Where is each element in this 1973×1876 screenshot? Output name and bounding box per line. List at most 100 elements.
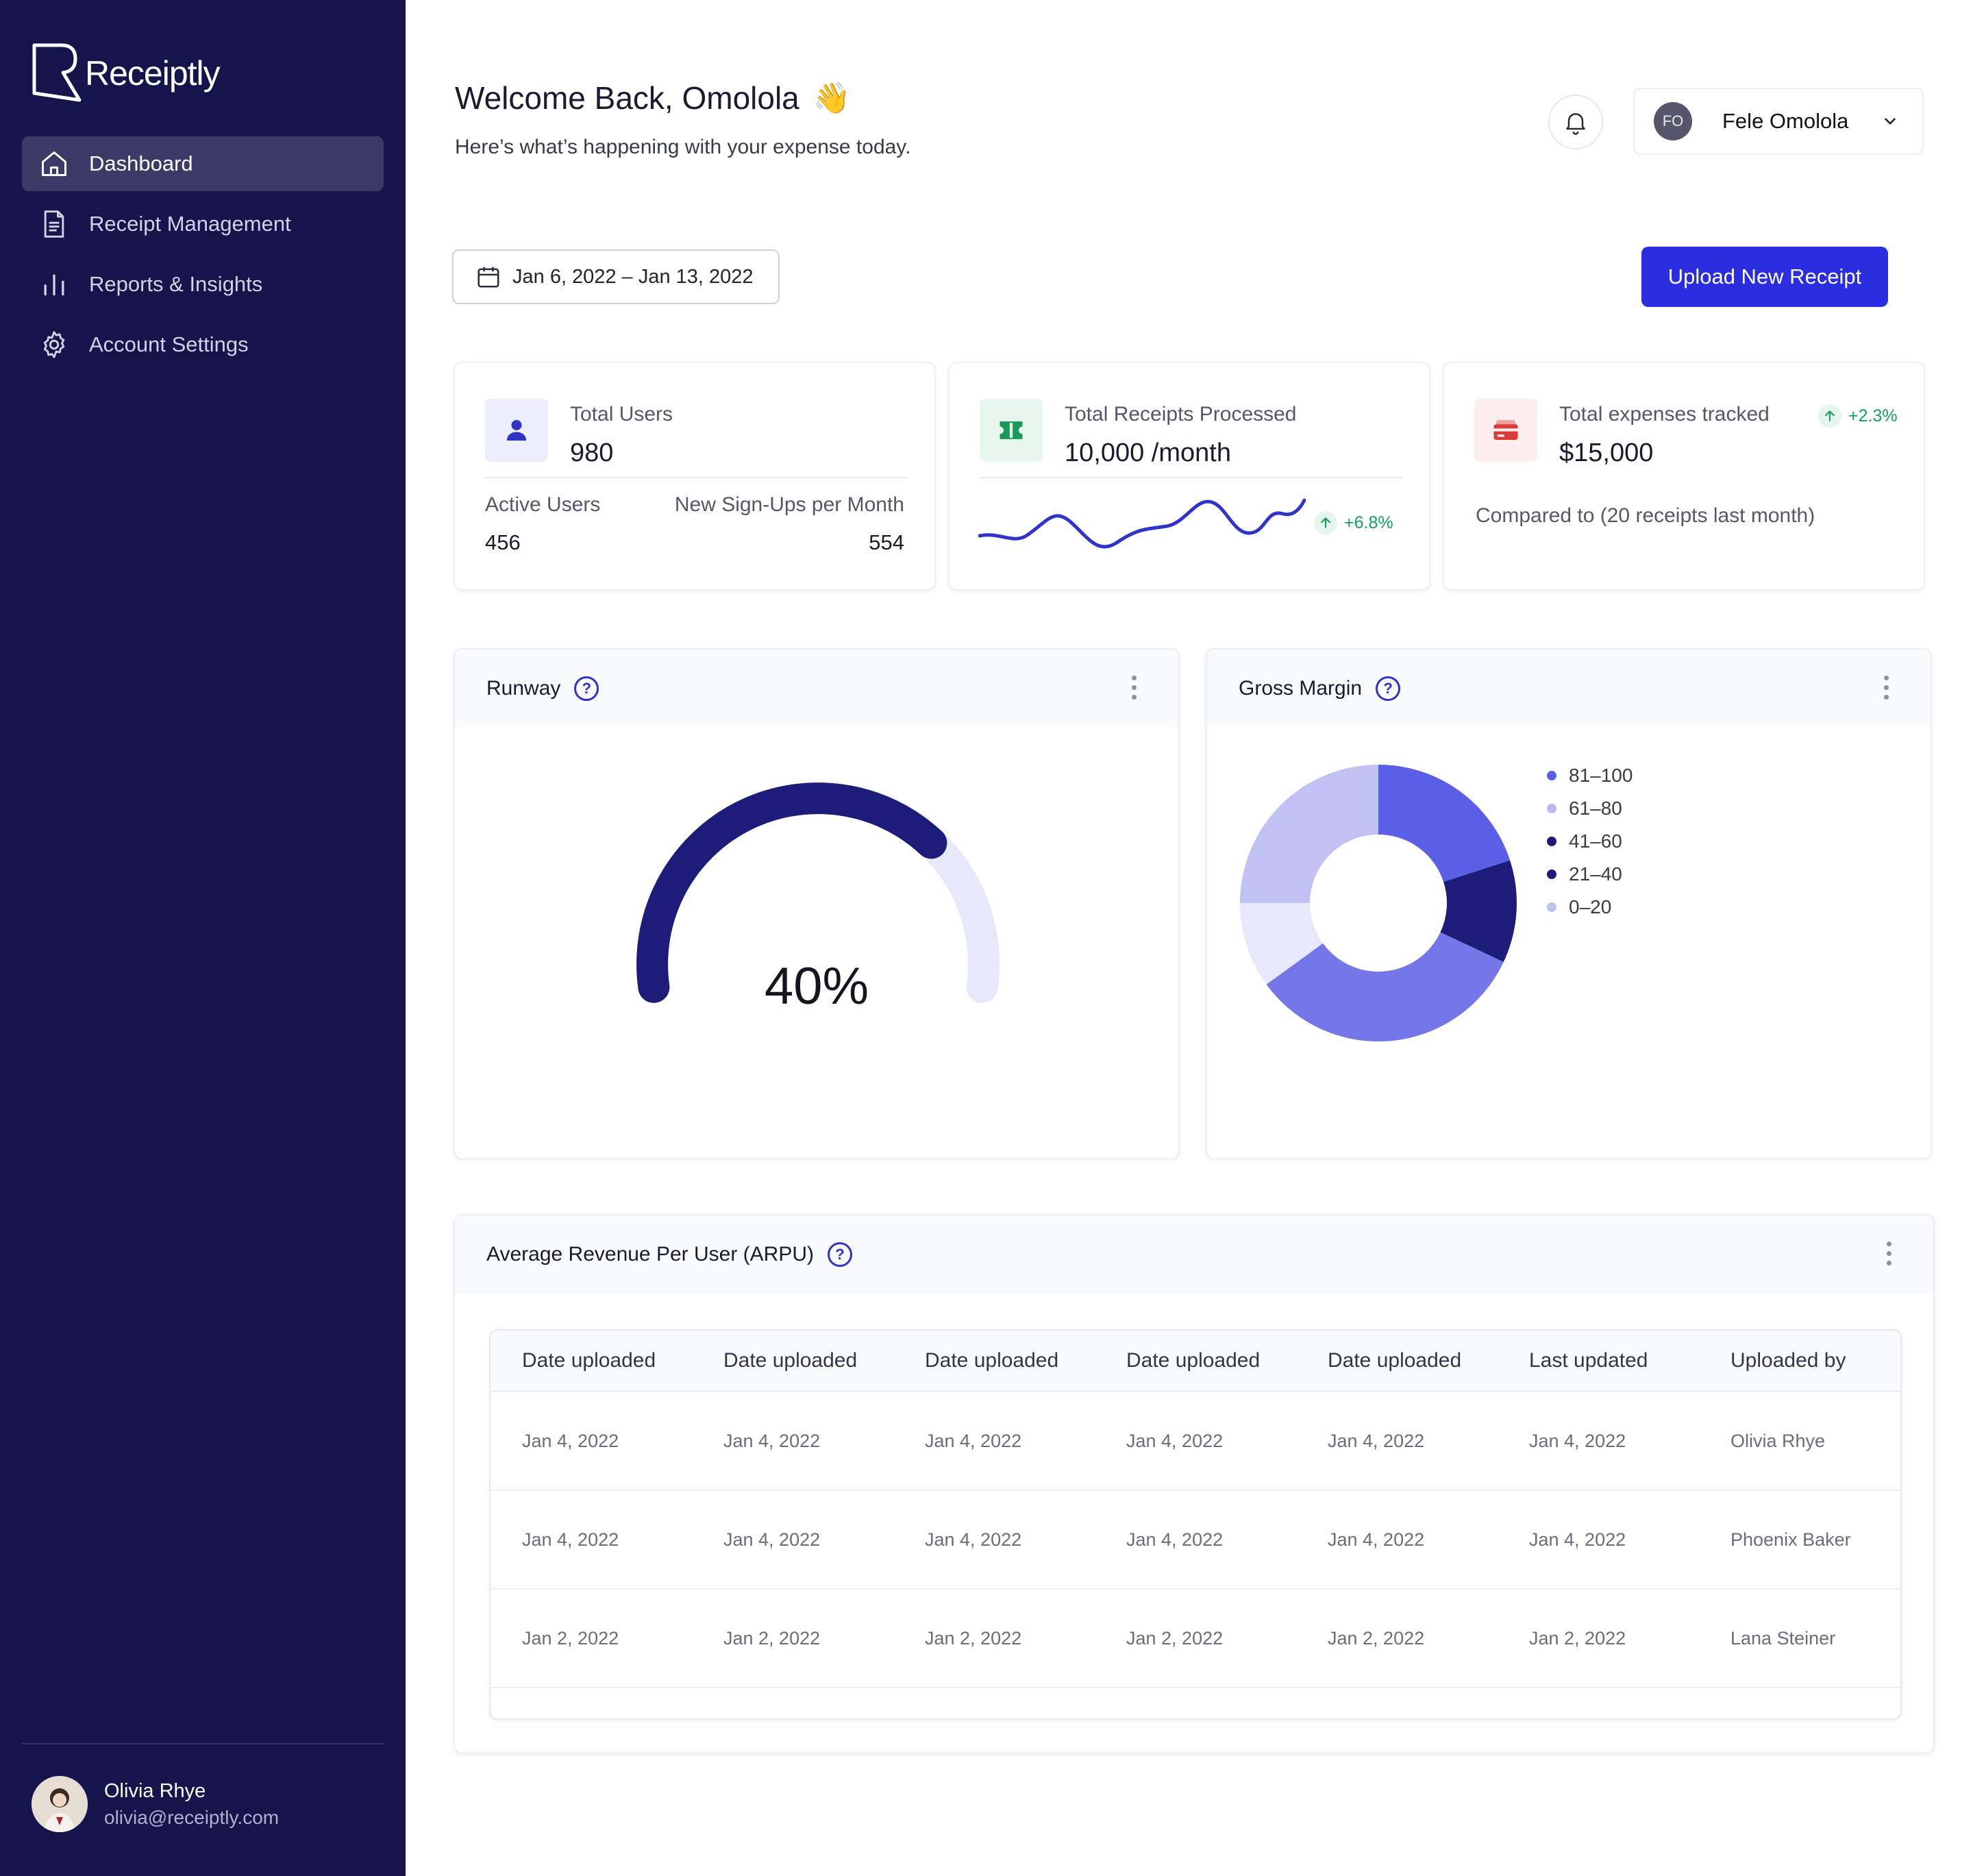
- receiptly-logo-icon: [32, 43, 82, 102]
- arpu-table: Date uploaded Date uploaded Date uploade…: [489, 1329, 1902, 1720]
- sidebar-item-account-settings[interactable]: Account Settings: [22, 317, 384, 372]
- runway-value: 40%: [764, 957, 869, 1015]
- arpu-panel-header: Average Revenue Per User (ARPU) ?: [455, 1215, 1933, 1294]
- gross-margin-panel: Gross Margin ? 81–100 61–80 41–60 21–40 0–20: [1206, 648, 1932, 1159]
- sidebar-user-text: Olivia Rhye olivia@receiptly.com: [104, 1780, 279, 1829]
- total-receipts-value: 10,000 /month: [1065, 439, 1231, 467]
- app-logo[interactable]: Receiptly: [32, 42, 221, 104]
- legend-label: 41–60: [1569, 830, 1622, 852]
- column-header[interactable]: Last updated: [1529, 1349, 1648, 1372]
- table-row[interactable]: Jan 2, 2022 Jan 2, 2022 Jan 2, 2022 Jan …: [491, 1590, 1900, 1688]
- total-expenses-value: $15,000: [1559, 439, 1654, 467]
- help-icon[interactable]: ?: [574, 676, 599, 701]
- sidebar-item-dashboard[interactable]: Dashboard: [22, 136, 384, 191]
- table-cell: Jan 4, 2022: [1328, 1430, 1425, 1451]
- sidebar-divider: [22, 1743, 384, 1744]
- total-receipts-title: Total Receipts Processed: [1065, 403, 1297, 425]
- legend-label: 81–100: [1569, 765, 1633, 786]
- legend-dot: [1547, 902, 1556, 912]
- total-users-value: 980: [570, 439, 614, 467]
- legend-dot: [1547, 837, 1556, 846]
- arrow-up-icon: [1818, 404, 1841, 428]
- expenses-trend: +2.3%: [1818, 404, 1898, 428]
- user-menu-dropdown[interactable]: FO Fele Omolola: [1633, 88, 1924, 155]
- user-initials-avatar: FO: [1654, 102, 1692, 140]
- document-icon: [38, 208, 70, 240]
- runway-title: Runway: [486, 677, 561, 700]
- sidebar-item-label: Dashboard: [89, 151, 193, 175]
- help-icon[interactable]: ?: [827, 1242, 852, 1267]
- legend-item[interactable]: 41–60: [1547, 825, 1633, 858]
- user-menu-name: Fele Omolola: [1722, 109, 1849, 133]
- total-receipts-icon-box: [980, 399, 1043, 462]
- legend-dot: [1547, 771, 1556, 780]
- sidebar-user-name: Olivia Rhye: [104, 1779, 206, 1802]
- table-header: Date uploaded Date uploaded Date uploade…: [491, 1331, 1900, 1392]
- column-header[interactable]: Date uploaded: [522, 1349, 656, 1372]
- table-cell: Jan 4, 2022: [723, 1529, 821, 1550]
- table-row[interactable]: Jan 4, 2022 Jan 4, 2022 Jan 4, 2022 Jan …: [491, 1392, 1900, 1491]
- credit-card-icon: [1493, 420, 1518, 440]
- arpu-more-options-icon[interactable]: [1887, 1242, 1894, 1270]
- expenses-trend-value: +2.3%: [1848, 406, 1898, 425]
- new-signups-value: 554: [869, 530, 904, 554]
- bell-icon: [1566, 113, 1585, 135]
- sidebar: Receiptly Dashboard Receipt Management R…: [0, 0, 406, 1876]
- arpu-title: Average Revenue Per User (ARPU): [486, 1243, 814, 1266]
- gross-margin-donut: [1240, 765, 1517, 1041]
- table-cell: Jan 2, 2022: [1529, 1627, 1626, 1649]
- column-header[interactable]: Uploaded by: [1730, 1349, 1846, 1372]
- legend-item[interactable]: 61–80: [1547, 792, 1633, 825]
- notifications-button[interactable]: [1548, 95, 1603, 149]
- table-row[interactable]: Jan 4, 2022 Jan 4, 2022 Jan 4, 2022 Jan …: [491, 1491, 1900, 1590]
- legend-label: 0–20: [1569, 896, 1612, 917]
- total-expenses-title: Total expenses tracked: [1559, 403, 1770, 425]
- column-header[interactable]: Date uploaded: [1126, 1349, 1261, 1372]
- runway-panel: Runway ? 40%: [454, 648, 1180, 1159]
- home-icon: [38, 148, 70, 180]
- legend-item[interactable]: 21–40: [1547, 858, 1633, 891]
- runway-gauge: [636, 782, 1000, 1003]
- sidebar-nav: Dashboard Receipt Management Reports & I…: [22, 136, 384, 378]
- divider: [980, 477, 1402, 478]
- gross-margin-panel-header: Gross Margin ?: [1207, 650, 1931, 728]
- app-name: Receiptly: [85, 54, 221, 92]
- runway-more-options-icon[interactable]: [1132, 676, 1139, 704]
- help-icon[interactable]: ?: [1376, 676, 1401, 701]
- sidebar-item-reports-insights[interactable]: Reports & Insights: [22, 257, 384, 312]
- table-cell: Lana Steiner: [1730, 1627, 1836, 1649]
- table-cell: Jan 2, 2022: [522, 1627, 619, 1649]
- gross-margin-more-options-icon[interactable]: [1884, 676, 1891, 704]
- donut-slice-61–80[interactable]: [1440, 860, 1517, 963]
- donut-slice-81–100[interactable]: [1378, 765, 1511, 883]
- receipts-trend-value: +6.8%: [1344, 513, 1393, 532]
- legend-dot: [1547, 804, 1556, 813]
- column-header[interactable]: Date uploaded: [925, 1349, 1059, 1372]
- donut-slice-41–60[interactable]: [1266, 932, 1504, 1041]
- sidebar-user-profile[interactable]: Olivia Rhye olivia@receiptly.com: [32, 1776, 279, 1832]
- legend-label: 61–80: [1569, 798, 1622, 819]
- table-cell: Jan 4, 2022: [723, 1430, 821, 1451]
- table-cell: Jan 4, 2022: [1126, 1430, 1224, 1451]
- date-range-picker[interactable]: Jan 6, 2022 – Jan 13, 2022: [452, 249, 780, 304]
- table-cell: Jan 4, 2022: [1529, 1430, 1626, 1451]
- table-cell: Jan 2, 2022: [1126, 1627, 1224, 1649]
- column-header[interactable]: Date uploaded: [1328, 1349, 1462, 1372]
- donut-slice-0–20[interactable]: [1240, 765, 1378, 903]
- legend-item[interactable]: 81–100: [1547, 759, 1633, 792]
- wave-emoji-icon: 👋: [812, 82, 851, 115]
- sidebar-item-receipt-management[interactable]: Receipt Management: [22, 197, 384, 251]
- upload-new-receipt-button[interactable]: Upload New Receipt: [1641, 247, 1888, 307]
- table-cell: Jan 4, 2022: [1529, 1529, 1626, 1550]
- legend-item[interactable]: 0–20: [1547, 891, 1633, 924]
- table-cell: Jan 4, 2022: [522, 1430, 619, 1451]
- active-users-label: Active Users: [485, 493, 601, 516]
- user-icon: [506, 420, 527, 441]
- donut-slice-21–40[interactable]: [1240, 903, 1324, 985]
- arrow-up-icon: [1314, 511, 1337, 534]
- new-signups-label: New Sign-Ups per Month: [674, 493, 904, 516]
- sidebar-item-label: Receipt Management: [89, 212, 291, 236]
- column-header[interactable]: Date uploaded: [723, 1349, 858, 1372]
- gauge-fill: [636, 782, 947, 1003]
- arpu-panel: Average Revenue Per User (ARPU) ? Date u…: [454, 1214, 1935, 1754]
